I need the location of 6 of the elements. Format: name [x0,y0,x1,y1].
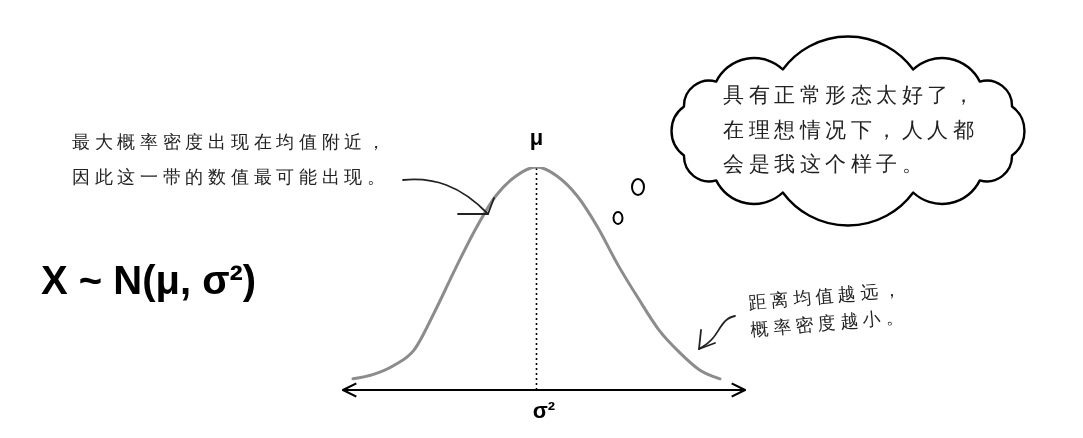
text: X ~ N(μ, σ²) [41,258,257,302]
text: 距离均值越远，概率密度越小。 [747,277,910,342]
annotation: 最大概率密度出现在均值附近，因此这一带的数值最可能出现。 [72,130,391,189]
x-axis-title: σ² [532,398,556,423]
text: μ [529,125,544,150]
annotation: 具有正常形态太好了，在理想情况下，人人都会是我这个样子。 [723,82,979,178]
